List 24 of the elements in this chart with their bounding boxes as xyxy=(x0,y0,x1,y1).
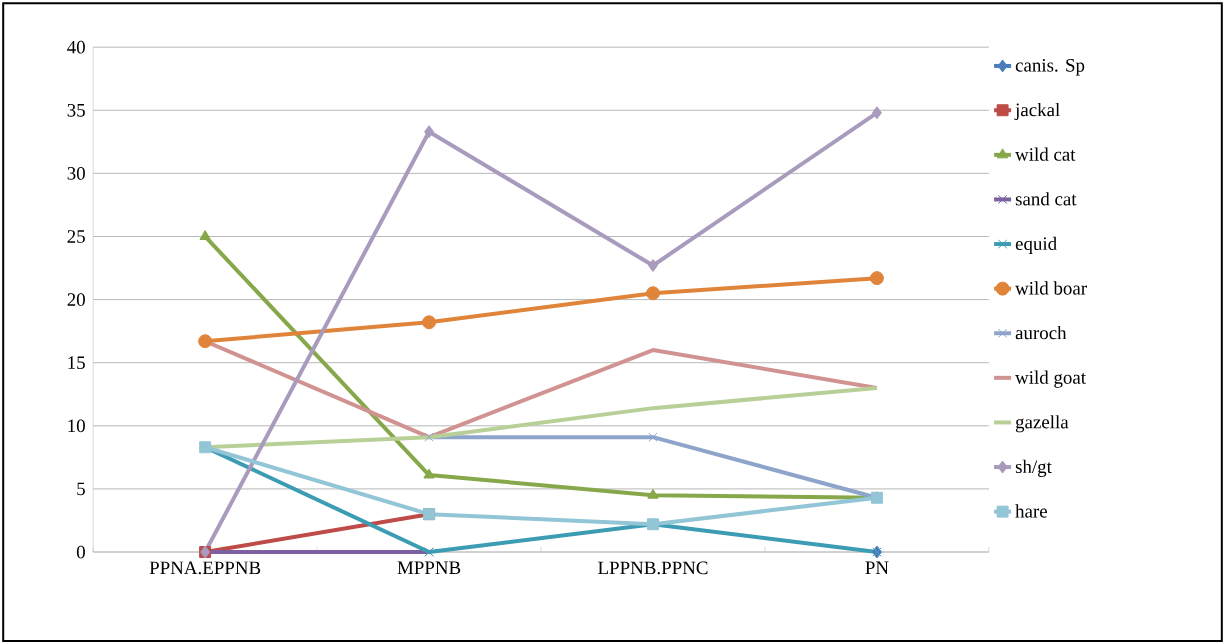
legend-label: wild goat xyxy=(1015,370,1086,388)
x-tick-label: PN xyxy=(865,561,889,574)
legend-label: sand cat xyxy=(1015,192,1077,206)
legend-label: sh/gt xyxy=(1015,459,1052,477)
legend-label: wild boar xyxy=(1015,281,1087,295)
legend-label: equid xyxy=(1015,236,1057,254)
legend-label: gazella xyxy=(1015,415,1069,433)
y-tick-label: 25 xyxy=(67,230,85,243)
y-tick-label: 0 xyxy=(76,545,85,559)
y-tick-label: 20 xyxy=(67,293,85,306)
x-tick-label: LPPNB.PPNC xyxy=(598,561,708,575)
y-tick-label: 15 xyxy=(68,356,85,369)
legend-label: hare xyxy=(1015,504,1047,518)
y-tick-label: 5 xyxy=(77,482,85,496)
legend-label: wild cat xyxy=(1015,147,1076,161)
legend-label: auroch xyxy=(1015,325,1067,340)
y-tick-label: 35 xyxy=(67,103,85,117)
y-tick-label: 40 xyxy=(67,40,85,54)
y-tick-label: 30 xyxy=(67,166,85,180)
x-tick-label: MPPNB xyxy=(397,561,461,574)
legend-label: canis. Sp xyxy=(1015,58,1085,76)
x-tick-label: PPNA.EPPNB xyxy=(149,561,261,575)
legend-label: jackal xyxy=(1014,102,1060,120)
y-tick-label: 10 xyxy=(68,419,85,433)
